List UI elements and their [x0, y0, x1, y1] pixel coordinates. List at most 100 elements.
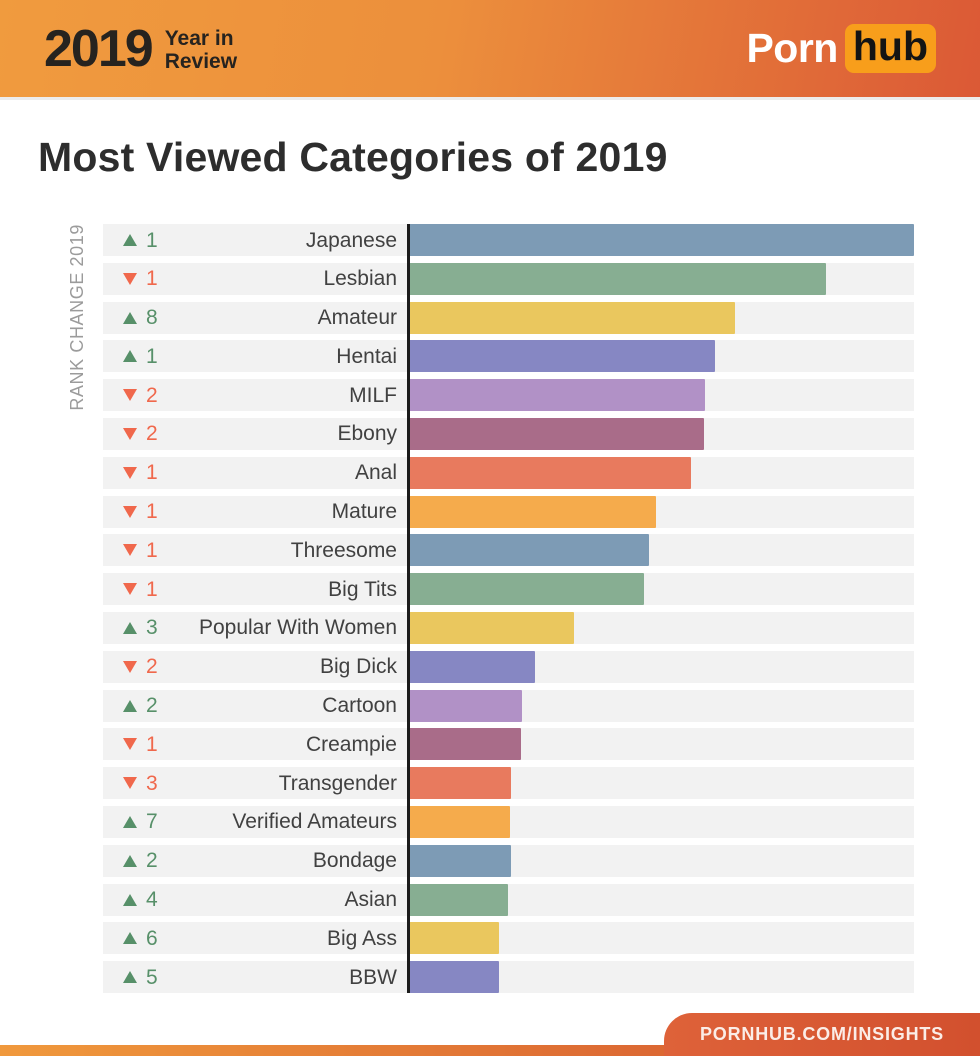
- category-bar: [410, 417, 705, 450]
- rank-change-value: 3: [146, 771, 158, 795]
- category-bar: [410, 961, 500, 994]
- rank-change-value: 2: [146, 849, 158, 873]
- category-label: Popular With Women: [198, 616, 397, 640]
- rank-change-value: 7: [146, 810, 158, 834]
- category-row: 1 Mature: [103, 495, 914, 528]
- category-bar: [410, 301, 736, 334]
- category-row: 7 Verified Amateurs: [103, 805, 914, 838]
- rank-change-cell: 2: [103, 695, 183, 716]
- category-row: 1 Anal: [103, 456, 914, 489]
- category-row: 1 Hentai: [103, 340, 914, 373]
- tagline-line-2: Review: [164, 49, 238, 73]
- bar-track: [410, 611, 914, 644]
- rank-change-cell: 3: [103, 617, 183, 638]
- y-axis-label: RANK CHANGE 2019: [67, 224, 87, 411]
- bar-track: [410, 728, 914, 761]
- rank-down-icon: [123, 660, 137, 673]
- rank-change-cell: 1: [103, 268, 183, 289]
- insights-url-link[interactable]: PORNHUB.COM/INSIGHTS: [699, 1024, 944, 1044]
- rank-change-cell: 1: [103, 346, 183, 367]
- rank-change-value: 1: [146, 461, 158, 485]
- tagline-line-1: Year in: [164, 27, 234, 51]
- rank-change-value: 1: [146, 267, 158, 291]
- bar-track: [410, 650, 914, 683]
- rank-change-cell: 1: [103, 501, 183, 522]
- rank-down-icon: [123, 505, 137, 518]
- bar-track: [410, 456, 914, 489]
- category-label: Hentai: [336, 344, 397, 368]
- category-bar: [410, 728, 521, 761]
- category-label: Japanese: [305, 228, 397, 252]
- category-row: 3 Popular With Women: [103, 611, 914, 644]
- category-label: Big Dick: [319, 655, 397, 679]
- rank-change-value: 5: [146, 965, 158, 989]
- rank-up-icon: [123, 311, 137, 324]
- rank-change-cell: 1: [103, 540, 183, 561]
- rank-down-icon: [123, 583, 137, 596]
- rank-change-cell: 1: [103, 230, 183, 251]
- pornhub-logo: Porn hub: [746, 24, 936, 73]
- rank-change-cell: 2: [103, 850, 183, 871]
- category-label: Ebony: [337, 422, 397, 446]
- category-bar: [410, 650, 535, 683]
- year-text: 2019: [44, 19, 154, 78]
- bar-chart: RANK CHANGE 2019 1 Japanese 1 Lesbian 8 …: [67, 224, 914, 994]
- logo-porn-text: Porn: [746, 25, 838, 71]
- category-row: 5 BBW: [103, 961, 914, 994]
- category-row: 2 Big Dick: [103, 650, 914, 683]
- rank-change-cell: 1: [103, 734, 183, 755]
- category-row: 1 Big Tits: [103, 573, 914, 606]
- category-row: 1 Threesome: [103, 534, 914, 567]
- category-row: 6 Big Ass: [103, 922, 914, 955]
- category-label: Bondage: [312, 849, 397, 873]
- year-in-review-block: 2019 Year in Review: [44, 23, 237, 75]
- category-bar: [410, 611, 574, 644]
- rank-change-value: 1: [146, 732, 158, 756]
- page-title: Most Viewed Categories of 2019: [38, 134, 668, 180]
- rank-change-value: 1: [146, 228, 158, 252]
- year-tagline: Year in Review: [165, 24, 237, 72]
- rank-change-value: 1: [146, 538, 158, 562]
- category-label: Verified Amateurs: [232, 810, 397, 834]
- category-label: MILF: [349, 383, 397, 407]
- rank-up-icon: [123, 234, 137, 246]
- rank-up-icon: [123, 621, 137, 634]
- category-bar: [410, 573, 644, 606]
- rank-down-icon: [123, 738, 137, 751]
- rank-change-value: 2: [146, 694, 158, 718]
- bar-track: [410, 224, 914, 256]
- category-row: 8 Amateur: [103, 301, 914, 334]
- category-label: Cartoon: [322, 694, 397, 718]
- category-label: Lesbian: [323, 267, 397, 291]
- rank-change-value: 2: [146, 422, 158, 446]
- rank-down-icon: [123, 272, 137, 285]
- rank-down-icon: [123, 466, 137, 479]
- rank-change-cell: 1: [103, 462, 183, 483]
- rank-down-icon: [123, 389, 137, 402]
- rank-up-icon: [123, 854, 137, 867]
- category-label: Mature: [331, 500, 397, 524]
- bar-track: [410, 689, 914, 722]
- rank-change-value: 3: [146, 616, 158, 640]
- category-row: 2 Ebony: [103, 417, 914, 450]
- axis-line: [407, 224, 410, 994]
- category-label: Big Tits: [328, 577, 397, 601]
- bar-track: [410, 805, 914, 838]
- category-bar: [410, 883, 508, 916]
- category-bar: [410, 689, 522, 722]
- bar-track: [410, 922, 914, 955]
- category-bar: [410, 844, 511, 877]
- category-row: 4 Asian: [103, 883, 914, 916]
- rank-up-icon: [123, 699, 137, 712]
- category-bar: [410, 534, 649, 567]
- rank-change-value: 2: [146, 655, 158, 679]
- category-row: 2 MILF: [103, 379, 914, 412]
- category-row: 1 Lesbian: [103, 262, 914, 295]
- category-bar: [410, 805, 510, 838]
- footer-tab: PORNHUB.COM/INSIGHTS: [664, 1013, 980, 1056]
- bar-track: [410, 340, 914, 373]
- bar-track: [410, 573, 914, 606]
- rank-change-cell: 2: [103, 423, 183, 444]
- rank-change-cell: 3: [103, 773, 183, 794]
- category-row: 1 Creampie: [103, 728, 914, 761]
